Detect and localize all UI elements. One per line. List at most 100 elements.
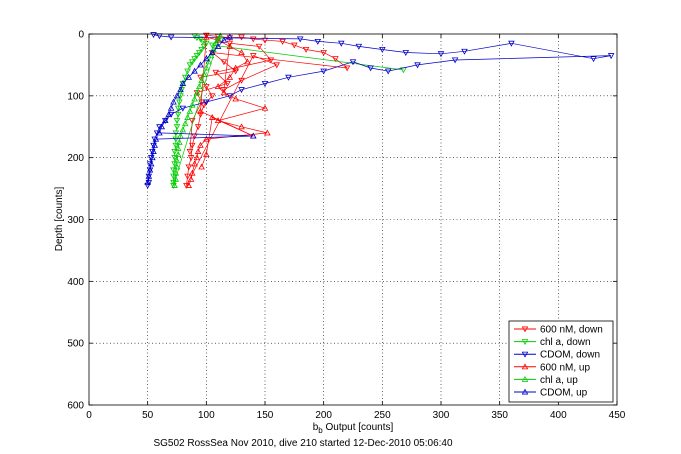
y-tick-label: 200 bbox=[67, 153, 84, 164]
data-point bbox=[367, 65, 374, 72]
data-point bbox=[296, 36, 304, 43]
series-5 bbox=[144, 33, 257, 185]
series-line bbox=[147, 34, 612, 186]
data-point bbox=[255, 43, 263, 50]
data-point bbox=[238, 49, 245, 56]
data-point bbox=[191, 95, 198, 102]
data-point bbox=[185, 182, 193, 188]
data-point bbox=[179, 80, 187, 86]
data-point bbox=[174, 105, 182, 112]
data-point bbox=[203, 84, 210, 90]
data-point bbox=[212, 39, 219, 46]
data-point bbox=[185, 73, 193, 80]
data-point bbox=[261, 80, 269, 87]
data-point bbox=[220, 59, 228, 66]
data-point bbox=[198, 46, 205, 53]
data-point bbox=[193, 154, 201, 161]
data-point bbox=[196, 83, 203, 90]
data-point bbox=[171, 155, 178, 162]
data-point bbox=[186, 62, 194, 69]
data-point bbox=[217, 32, 224, 39]
x-tick-label: 0 bbox=[86, 410, 92, 421]
data-point bbox=[203, 64, 210, 71]
data-point bbox=[249, 53, 257, 60]
data-point bbox=[203, 33, 210, 40]
data-point bbox=[355, 43, 363, 50]
data-point bbox=[198, 76, 205, 83]
data-point bbox=[173, 157, 181, 164]
series-line bbox=[147, 36, 254, 183]
data-point bbox=[188, 101, 196, 108]
data-point bbox=[179, 126, 187, 133]
data-point bbox=[156, 124, 163, 131]
data-point bbox=[191, 67, 198, 74]
legend-label: CDOM, down bbox=[540, 350, 600, 361]
data-point bbox=[285, 74, 292, 81]
data-point bbox=[384, 68, 392, 75]
y-axis-label: Depth [counts] bbox=[54, 187, 65, 252]
data-point bbox=[144, 178, 151, 185]
legend-marker bbox=[521, 388, 529, 395]
y-tick-label: 600 bbox=[67, 401, 84, 412]
data-point bbox=[174, 151, 182, 158]
series-2 bbox=[144, 32, 615, 189]
data-point bbox=[177, 93, 184, 100]
series-3 bbox=[185, 33, 271, 188]
x-axis-label: bb Output [counts] bbox=[313, 422, 394, 435]
data-point bbox=[172, 175, 180, 182]
data-point bbox=[220, 89, 228, 96]
x-tick-label: 350 bbox=[491, 410, 508, 421]
data-point bbox=[173, 118, 181, 124]
legend-box bbox=[508, 320, 614, 403]
data-point bbox=[291, 42, 298, 49]
data-point bbox=[167, 111, 175, 118]
data-point bbox=[173, 124, 181, 131]
data-point bbox=[172, 142, 180, 149]
data-point bbox=[226, 40, 234, 47]
data-point bbox=[343, 65, 351, 72]
data-point bbox=[156, 129, 163, 136]
data-point bbox=[200, 70, 208, 77]
legend-entry: CDOM, up bbox=[514, 388, 588, 399]
data-point bbox=[267, 57, 275, 64]
legend-marker bbox=[521, 339, 529, 346]
series-group bbox=[144, 32, 615, 189]
data-point bbox=[232, 64, 239, 71]
data-point bbox=[197, 111, 204, 118]
data-point bbox=[208, 93, 216, 100]
data-point bbox=[238, 77, 245, 84]
data-point bbox=[203, 40, 210, 47]
data-point bbox=[226, 33, 234, 40]
data-point bbox=[152, 135, 160, 142]
data-point bbox=[188, 59, 196, 66]
data-point bbox=[146, 166, 154, 173]
legend-entry: chl a, down bbox=[514, 337, 591, 348]
x-tick-label: 250 bbox=[374, 410, 391, 421]
series-line bbox=[186, 34, 349, 186]
data-point bbox=[197, 141, 204, 148]
data-point bbox=[379, 46, 386, 53]
data-point bbox=[184, 114, 191, 120]
data-point bbox=[279, 38, 286, 45]
legend-entry: 600 nM, down bbox=[514, 325, 603, 336]
data-point bbox=[187, 175, 195, 182]
x-tick-labels: 0 50 100 150 200 250 300 350 400 450 bbox=[86, 410, 626, 421]
legend-label: CDOM, up bbox=[540, 388, 588, 399]
data-point bbox=[224, 80, 231, 87]
data-point bbox=[191, 160, 198, 167]
data-point bbox=[261, 104, 269, 111]
data-point bbox=[151, 141, 158, 148]
data-point bbox=[173, 163, 181, 170]
data-point bbox=[249, 132, 257, 139]
data-point bbox=[184, 173, 191, 180]
legend-label: chl a, down bbox=[540, 337, 591, 348]
data-point bbox=[184, 68, 191, 75]
data-point bbox=[203, 55, 210, 62]
data-point bbox=[214, 117, 222, 124]
legend-label: 600 nM, up bbox=[540, 362, 590, 373]
data-point bbox=[187, 155, 195, 162]
data-point bbox=[193, 53, 201, 60]
data-point bbox=[158, 123, 166, 130]
